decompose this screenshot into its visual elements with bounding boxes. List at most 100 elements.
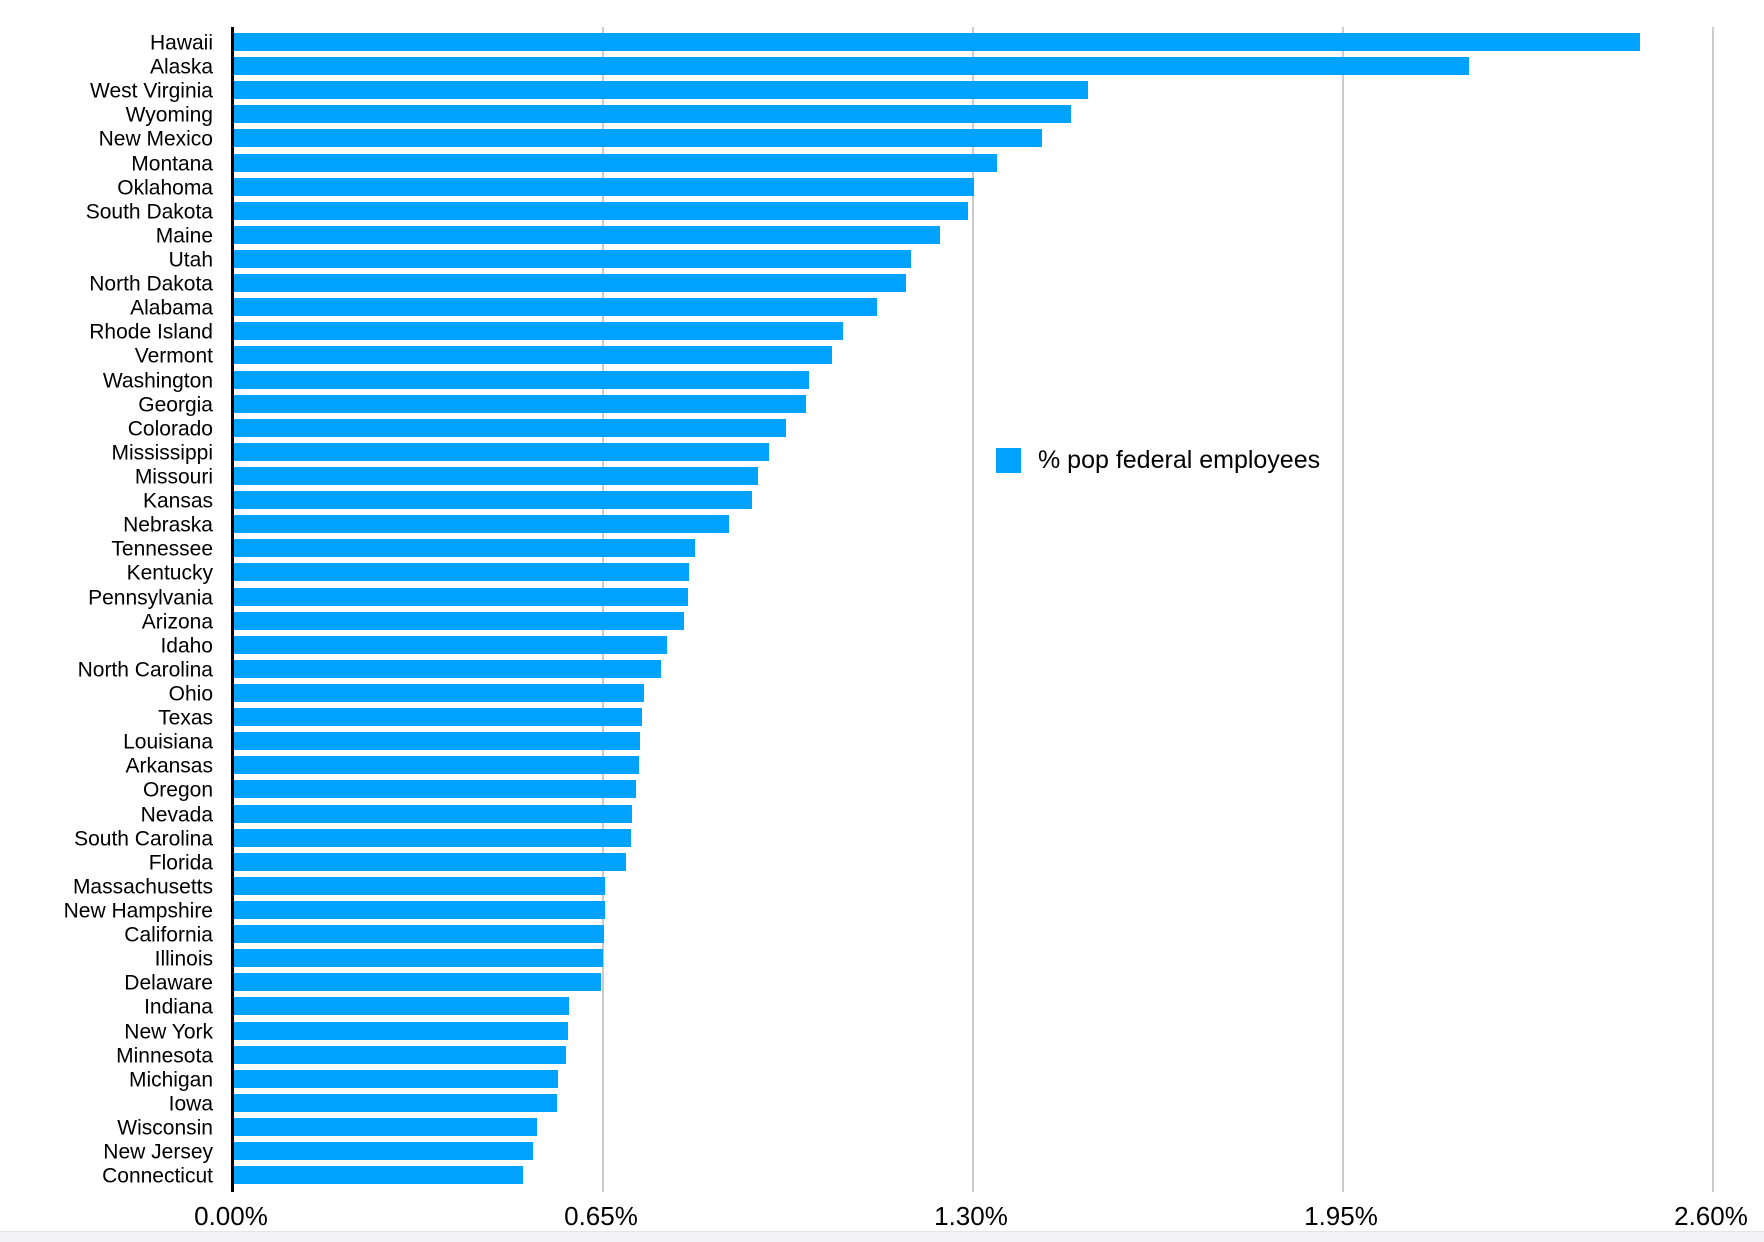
- state-label: Massachusetts: [72, 875, 213, 899]
- bar-arizona: [234, 611, 684, 630]
- gridline: [1712, 27, 1714, 1192]
- state-label: Indiana: [144, 995, 213, 1019]
- bar-kentucky: [234, 563, 690, 582]
- x-tick-label: 1.95%: [1304, 1201, 1378, 1231]
- bar-massachusetts: [234, 876, 606, 895]
- state-label: Tennessee: [111, 537, 213, 561]
- footer-strip: [0, 1231, 1764, 1242]
- bar-idaho: [234, 635, 667, 654]
- state-label: Delaware: [124, 971, 213, 995]
- state-label: Oklahoma: [117, 176, 213, 200]
- state-label: Kansas: [142, 489, 213, 513]
- state-label: Idaho: [160, 634, 213, 658]
- bar-vermont: [234, 346, 832, 365]
- bar-mississippi: [234, 442, 770, 461]
- x-tick-label: 0.00%: [194, 1201, 268, 1231]
- state-label: New Mexico: [98, 127, 213, 151]
- legend: % pop federal employees: [996, 448, 1320, 473]
- bar-ohio: [234, 683, 644, 702]
- bar-north-dakota: [234, 274, 906, 293]
- state-label: Iowa: [168, 1092, 213, 1116]
- state-label: Minnesota: [116, 1044, 213, 1068]
- bar-south-carolina: [234, 828, 631, 847]
- bar-florida: [234, 852, 627, 871]
- state-label: Connecticut: [102, 1164, 213, 1188]
- bar-pennsylvania: [234, 587, 688, 606]
- state-label: Arkansas: [125, 754, 213, 778]
- state-label: Oregon: [142, 778, 213, 802]
- bar-alabama: [234, 298, 878, 317]
- x-tick-label: 2.60%: [1674, 1201, 1748, 1231]
- bar-wyoming: [234, 105, 1071, 124]
- state-label: Kentucky: [126, 561, 213, 585]
- state-label: New York: [124, 1020, 213, 1043]
- plot-area: [231, 27, 1714, 1192]
- bar-texas: [234, 708, 643, 727]
- state-label: Hawaii: [149, 31, 213, 55]
- bar-louisiana: [234, 732, 640, 751]
- bar-indiana: [234, 997, 570, 1016]
- state-label: Louisiana: [123, 730, 213, 754]
- state-label: Wyoming: [125, 103, 213, 127]
- bar-alaska: [234, 57, 1470, 76]
- bar-nevada: [234, 804, 633, 823]
- legend-swatch-icon: [996, 448, 1021, 473]
- bar-hawaii: [234, 33, 1640, 51]
- bar-south-dakota: [234, 201, 969, 220]
- state-label: South Dakota: [85, 200, 213, 224]
- bar-michigan: [234, 1069, 558, 1088]
- state-label: Ohio: [168, 682, 213, 706]
- state-label: Georgia: [138, 393, 213, 417]
- bar-new-mexico: [234, 129, 1043, 148]
- state-label: Texas: [158, 706, 213, 730]
- bar-wisconsin: [234, 1117, 537, 1136]
- state-label: Rhode Island: [89, 320, 213, 344]
- bar-missouri: [234, 466, 758, 485]
- state-label: Mississippi: [111, 441, 213, 465]
- bar-california: [234, 925, 604, 944]
- bar-colorado: [234, 418, 787, 437]
- state-label: Arizona: [141, 610, 213, 634]
- y-axis-state-labels: Hawaii Alaska West Virginia Wyoming New Mexi…: [0, 27, 213, 1192]
- bar-georgia: [234, 394, 807, 413]
- bar-new-hampshire: [234, 900, 605, 919]
- bar-oklahoma: [234, 177, 974, 196]
- state-label: California: [124, 923, 213, 947]
- bar-delaware: [234, 973, 602, 992]
- state-label: West Virginia: [90, 79, 213, 103]
- state-label: Vermont: [134, 344, 213, 368]
- state-label: Montana: [131, 152, 213, 176]
- bar-illinois: [234, 949, 604, 968]
- bar-oregon: [234, 780, 637, 799]
- bar-new-york: [234, 1021, 569, 1040]
- bar-utah: [234, 249, 912, 268]
- bar-montana: [234, 153, 997, 172]
- state-label: Wisconsin: [117, 1116, 213, 1140]
- gridline: [602, 27, 604, 1192]
- state-label: Washington: [102, 369, 213, 393]
- state-label: Colorado: [127, 417, 213, 441]
- state-label: Maine: [155, 224, 213, 248]
- bar-connecticut: [234, 1166, 524, 1185]
- state-label: Illinois: [154, 947, 213, 971]
- state-label: Alaska: [149, 55, 213, 79]
- bar-nebraska: [234, 515, 730, 534]
- bar-west-virginia: [234, 81, 1088, 100]
- state-label: New Jersey: [103, 1140, 213, 1164]
- x-tick-label: 0.65%: [564, 1201, 638, 1231]
- bar-arkansas: [234, 756, 639, 775]
- bar-maine: [234, 225, 940, 244]
- x-tick-label: 1.30%: [934, 1201, 1008, 1231]
- state-label: Pennsylvania: [88, 586, 213, 610]
- state-label: Utah: [168, 248, 213, 272]
- state-label: Nevada: [140, 803, 213, 827]
- bar-kansas: [234, 491, 752, 510]
- state-label: Missouri: [134, 465, 213, 489]
- state-label: North Carolina: [77, 658, 213, 682]
- bar-new-jersey: [234, 1142, 533, 1161]
- bar-north-carolina: [234, 659, 661, 678]
- state-label: New Hampshire: [63, 899, 213, 923]
- bar-rhode-island: [234, 322, 844, 341]
- legend-label: % pop federal employees: [1038, 446, 1321, 474]
